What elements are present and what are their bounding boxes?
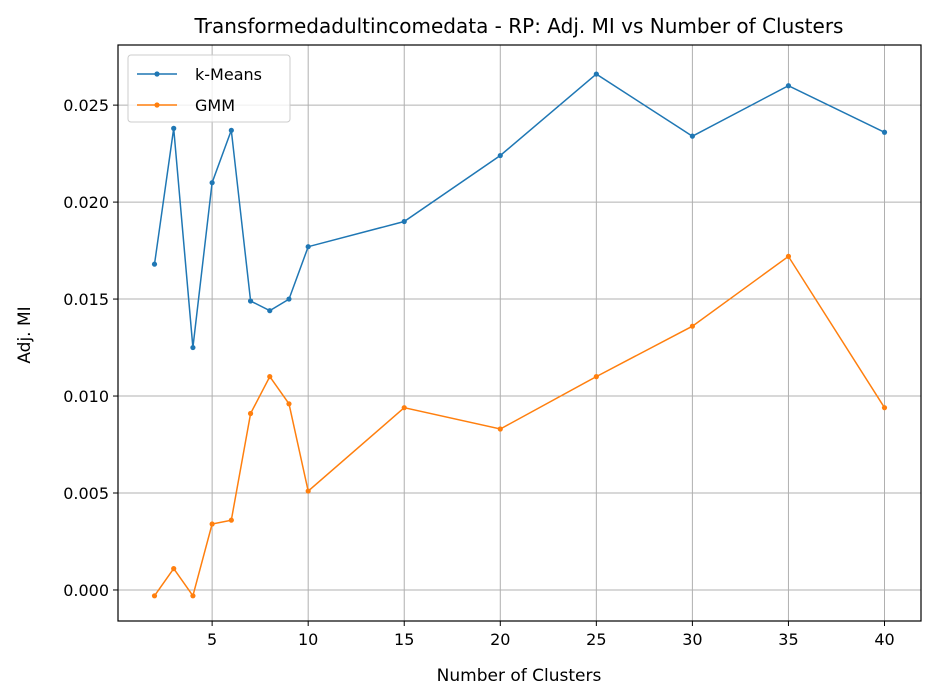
legend-label: k-Means (195, 65, 262, 84)
y-tick-label: 0.015 (63, 290, 109, 309)
data-point (267, 308, 273, 314)
data-point (785, 253, 792, 259)
data-point (286, 401, 292, 407)
data-point (401, 218, 407, 225)
data-point (171, 125, 177, 131)
ticks: 5 10 15 20 25 30 35 40 0.000 0.005 0.010 0.015 0.020… (63, 96, 894, 649)
data-point (497, 152, 503, 159)
data-point (305, 488, 311, 494)
data-point (228, 517, 234, 523)
data-point (881, 405, 888, 411)
y-axis-label: Adj. MI (15, 306, 35, 363)
data-point (785, 83, 792, 89)
data-point (209, 180, 215, 186)
series-layer (151, 71, 888, 599)
data-point (286, 296, 292, 302)
data-point (190, 344, 196, 351)
grid (118, 45, 921, 621)
y-tick-label: 0.005 (63, 484, 109, 503)
data-point (228, 127, 234, 133)
data-point (401, 405, 407, 411)
y-tick-label: 0.020 (63, 193, 109, 212)
data-point (267, 374, 273, 380)
data-point (689, 133, 695, 139)
data-point (247, 298, 254, 304)
data-point (247, 410, 254, 417)
y-tick-label: 0.025 (63, 96, 109, 115)
x-tick-label: 25 (586, 630, 606, 649)
x-tick-label: 30 (682, 630, 702, 649)
x-tick-label: 20 (490, 630, 510, 649)
legend: k-Means GMM (127, 54, 291, 123)
data-point (171, 566, 177, 572)
y-tick-label: 0.010 (63, 387, 109, 406)
x-tick-label: 5 (207, 630, 217, 649)
legend-swatch-marker (154, 71, 160, 77)
data-point (593, 71, 599, 77)
data-point (209, 521, 215, 527)
x-tick-label: 15 (394, 630, 414, 649)
data-point (151, 261, 158, 267)
x-tick-label: 10 (298, 630, 318, 649)
data-point (689, 323, 695, 329)
data-point (190, 593, 196, 599)
legend-swatch-marker (154, 102, 160, 108)
x-axis-label: Number of Clusters (437, 666, 602, 686)
data-point (593, 374, 599, 380)
x-tick-label: 35 (778, 630, 798, 649)
data-point (151, 593, 158, 599)
data-point (305, 244, 311, 250)
data-point (881, 129, 888, 135)
plot-frame (117, 44, 922, 622)
x-tick-label: 40 (874, 630, 894, 649)
y-tick-label: 0.000 (63, 581, 109, 600)
data-point (497, 426, 503, 432)
legend-label: GMM (195, 96, 235, 115)
chart-title: Transformedadultincomedata - RP: Adj. MI… (194, 14, 844, 38)
